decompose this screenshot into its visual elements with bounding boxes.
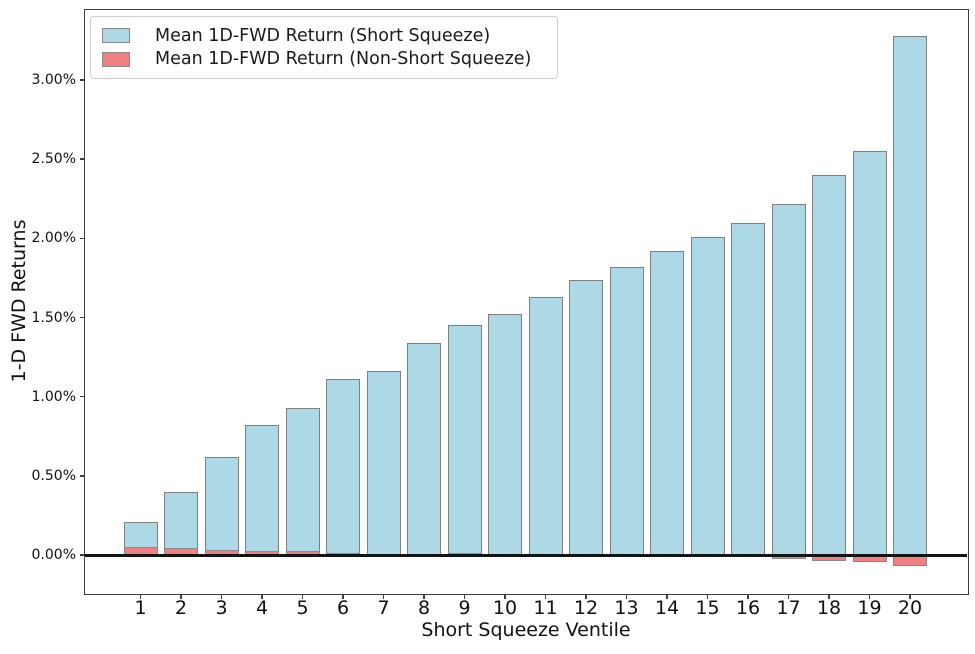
x-axis-title: Short Squeeze Ventile (421, 619, 631, 641)
x-tick-mark (463, 593, 466, 599)
bar-short-squeeze-v15 (690, 236, 725, 555)
bar-short-squeeze-v17 (771, 203, 806, 555)
y-tick-label: 1.50% (31, 309, 76, 326)
bar-short-squeeze-v12 (569, 279, 603, 555)
x-tick-mark (220, 593, 223, 599)
legend-swatch-non-short-squeeze (102, 51, 130, 67)
y-tick-label: 2.00% (31, 230, 76, 247)
x-tick-label: 20 (897, 597, 923, 619)
y-tick-label: 0.50% (31, 467, 76, 484)
x-tick-mark (382, 593, 385, 599)
y-tick-label: 2.50% (31, 151, 76, 168)
x-tick-mark (342, 593, 344, 599)
x-tick-label: 12 (573, 597, 599, 619)
x-tick-label: 6 (336, 597, 350, 619)
y-tick-mark (80, 79, 85, 81)
x-tick-mark (139, 593, 142, 599)
y-tick-label: 0.00% (31, 547, 76, 563)
x-tick-label: 4 (255, 597, 269, 619)
x-tick-label: 3 (215, 597, 228, 619)
y-tick-mark (80, 316, 85, 319)
bar-short-squeeze-v7 (366, 371, 401, 555)
x-tick-label: 16 (735, 597, 761, 619)
bar-short-squeeze-v10 (488, 314, 522, 555)
bar-short-squeeze-v11 (528, 296, 563, 555)
legend-item-short-squeeze: Mean 1D-FWD Return (Short Squeeze) (102, 24, 547, 47)
legend-swatch-short-squeeze (102, 28, 130, 44)
x-tick-label: 15 (695, 597, 720, 619)
x-tick-label: 5 (296, 597, 309, 619)
x-tick-mark (585, 593, 587, 599)
x-tick-mark (261, 593, 263, 599)
legend: Mean 1D-FWD Return (Short Squeeze) Mean … (90, 16, 558, 79)
bar-short-squeeze-v5 (285, 407, 320, 555)
x-tick-mark (787, 593, 790, 599)
x-tick-label: 1 (134, 597, 147, 619)
x-tick-mark (868, 593, 871, 599)
bar-short-squeeze-v16 (731, 222, 765, 555)
bar-short-squeeze-v6 (326, 379, 360, 555)
x-tick-label: 14 (654, 597, 680, 619)
legend-item-non-short-squeeze: Mean 1D-FWD Return (Non-Short Squeeze) (102, 48, 547, 71)
y-tick-mark (80, 554, 85, 556)
x-tick-mark (180, 593, 182, 599)
x-tick-mark (706, 593, 709, 599)
y-tick-mark (80, 237, 85, 240)
zero-baseline (85, 554, 967, 557)
x-tick-mark (747, 593, 749, 599)
bar-short-squeeze-v8 (407, 342, 441, 555)
bar-short-squeeze-v18 (812, 175, 846, 555)
x-tick-mark (423, 593, 425, 599)
bar-short-squeeze-v20 (893, 35, 927, 555)
x-tick-label: 10 (492, 597, 518, 619)
bar-short-squeeze-v13 (609, 266, 644, 555)
x-tick-mark (909, 593, 911, 599)
x-tick-label: 7 (377, 597, 390, 619)
y-tick-mark (80, 475, 85, 477)
x-tick-label: 19 (857, 597, 882, 619)
x-tick-mark (544, 593, 547, 599)
x-tick-mark (828, 593, 830, 599)
y-tick-label: 3.00% (31, 72, 76, 88)
x-tick-label: 8 (417, 597, 431, 619)
x-tick-label: 17 (776, 597, 801, 619)
bar-short-squeeze-v2 (164, 491, 198, 555)
y-tick-label: 1.00% (31, 388, 76, 405)
y-tick-mark (80, 158, 85, 160)
x-tick-label: 11 (533, 597, 558, 619)
bar-short-squeeze-v9 (447, 325, 482, 555)
legend-label-non-short-squeeze: Mean 1D-FWD Return (Non-Short Squeeze) (155, 49, 532, 70)
x-tick-mark (666, 593, 668, 599)
plot-area (85, 10, 967, 593)
bar-short-squeeze-v19 (852, 151, 887, 555)
x-tick-label: 13 (614, 597, 639, 619)
x-tick-mark (504, 593, 506, 599)
legend-label-short-squeeze: Mean 1D-FWD Return (Short Squeeze) (155, 25, 491, 46)
bar-short-squeeze-v3 (204, 456, 239, 555)
x-tick-label: 2 (174, 597, 188, 619)
bar-non-short-squeeze-v20 (893, 555, 927, 567)
x-tick-label: 18 (816, 597, 842, 619)
x-tick-mark (301, 593, 304, 599)
bar-short-squeeze-v4 (245, 425, 279, 555)
bar-short-squeeze-v14 (650, 251, 684, 555)
x-tick-mark (625, 593, 628, 599)
x-tick-label: 9 (458, 597, 471, 619)
y-tick-mark (80, 395, 85, 398)
